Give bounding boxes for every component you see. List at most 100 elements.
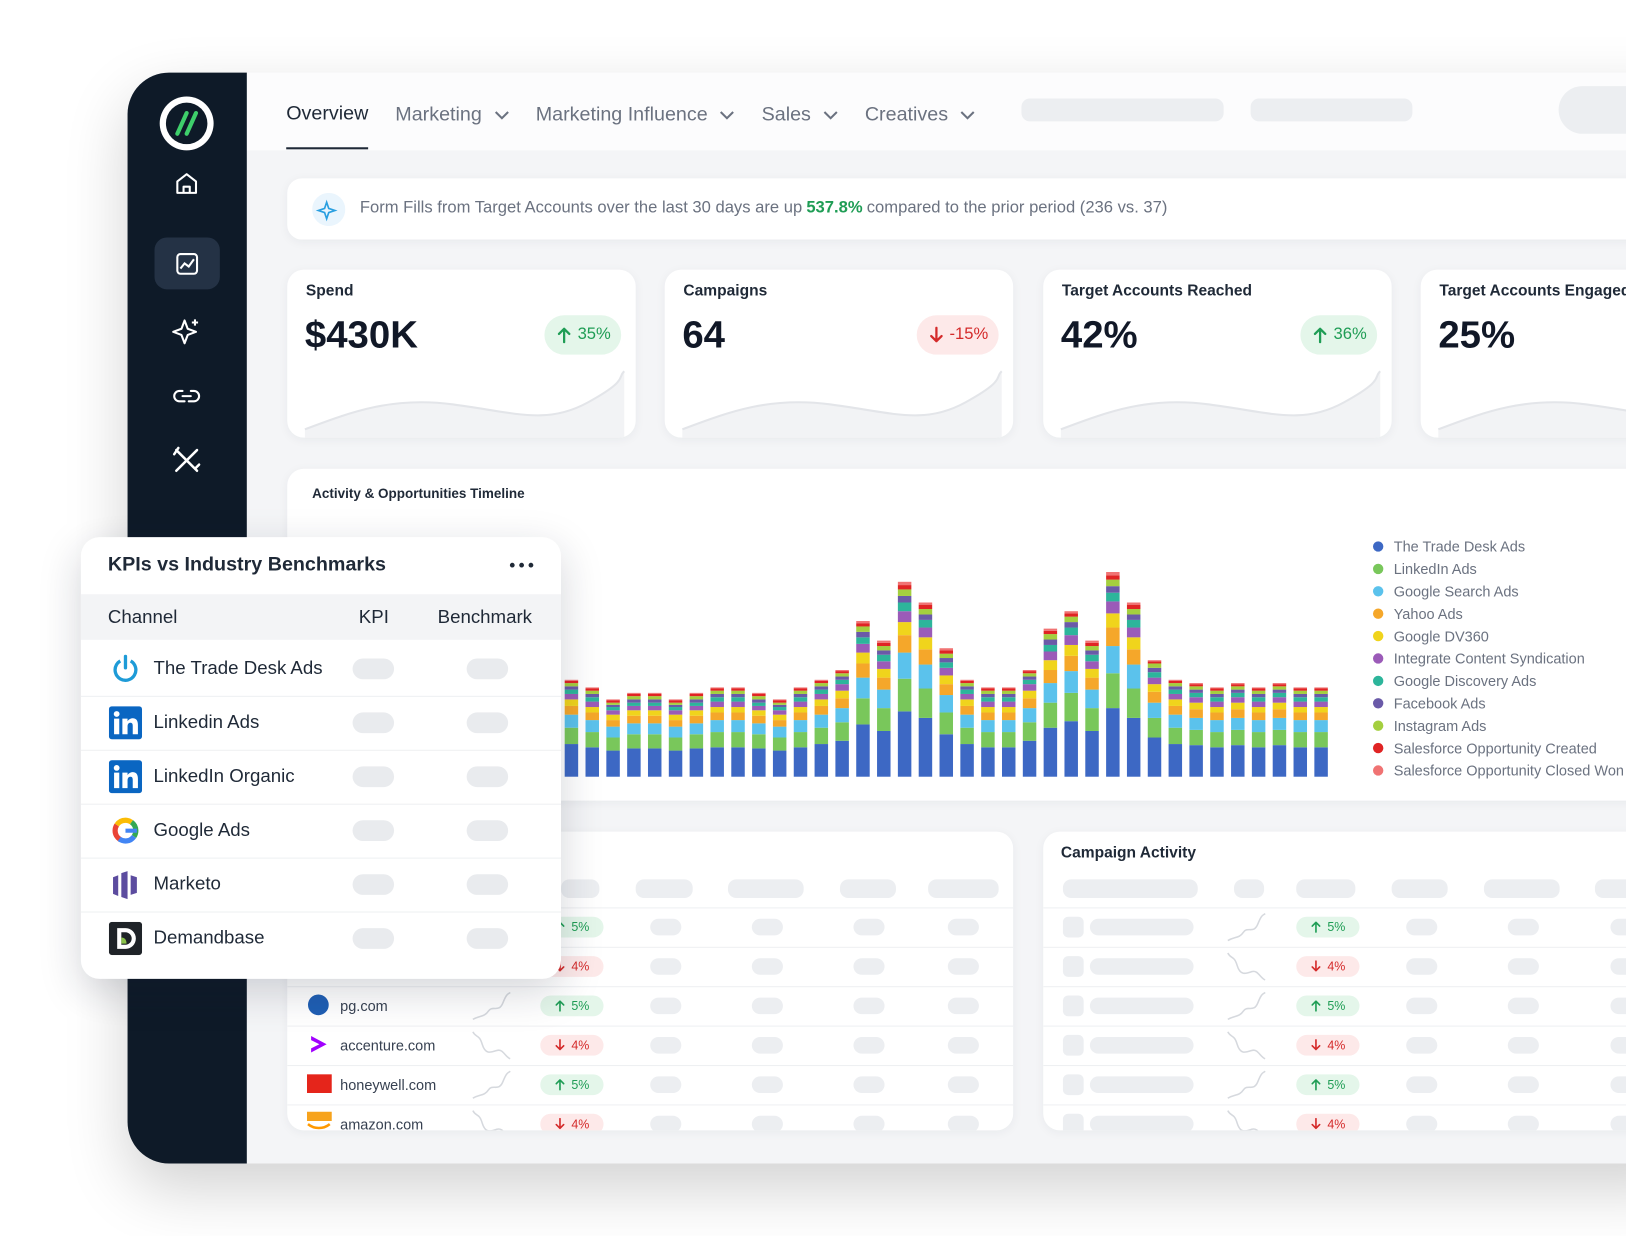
change-badge: 5% [1296, 1074, 1360, 1096]
bar-segment [731, 688, 745, 691]
bar-segment [627, 705, 641, 711]
nav-tab[interactable]: Marketing [395, 95, 509, 149]
bar-segment [772, 699, 787, 701]
row-separator [1043, 1104, 1626, 1106]
header-placeholder [839, 879, 896, 899]
benchmark-placeholder [466, 658, 509, 680]
legend-swatch [1372, 541, 1384, 552]
row-sparkline [472, 991, 511, 1021]
bar-segment [1126, 609, 1141, 615]
cell-placeholder [947, 918, 979, 936]
bar-segment [835, 708, 849, 723]
cell-placeholder [1610, 1076, 1626, 1093]
bar-segment [1314, 693, 1328, 698]
bar-segment [877, 661, 891, 669]
row-sparkline [472, 1031, 511, 1060]
cell-placeholder [1507, 1115, 1539, 1131]
bar-segment [1147, 677, 1162, 685]
logo-part [121, 871, 128, 900]
bar-segment [772, 702, 787, 705]
bar-segment [1251, 712, 1266, 721]
legend-label: Google Search Ads [1394, 584, 1519, 600]
bar-segment [1272, 686, 1287, 690]
bar-segment [564, 683, 579, 687]
bar-segment [877, 654, 891, 662]
change-badge: 5% [540, 995, 604, 1017]
bar-segment [647, 693, 662, 697]
row-sparkline [1227, 913, 1266, 942]
nav-button[interactable] [1558, 86, 1626, 134]
bar-segment [939, 712, 954, 735]
bar-segment [835, 679, 849, 685]
trend-arrow [1311, 1079, 1321, 1091]
bar-segment [1189, 729, 1203, 746]
nav-tab[interactable]: Overview [286, 95, 369, 150]
cell-placeholder [1610, 1037, 1626, 1054]
change-badge: 5% [1296, 916, 1360, 938]
logo-part [112, 817, 139, 844]
bar-segment [897, 595, 912, 603]
bar-segment [1293, 712, 1308, 721]
bar-segment [647, 723, 662, 735]
bar-segment [877, 650, 891, 655]
bar-segment [1001, 707, 1016, 713]
bar-segment [585, 693, 599, 698]
sparkline [1437, 401, 1626, 438]
change-badge: 4% [540, 1113, 604, 1131]
bar-segment [564, 727, 579, 745]
bar-segment [1043, 644, 1058, 652]
legend-swatch [1372, 765, 1384, 776]
bar-segment [1314, 687, 1328, 689]
logo-part [121, 937, 127, 944]
nav-tab[interactable]: Sales [762, 95, 838, 149]
header-placeholder [1594, 879, 1626, 899]
domain-name: honeywell.com [340, 1076, 437, 1093]
cell-placeholder [1610, 1115, 1626, 1131]
legend-label: Instagram Ads [1394, 719, 1487, 735]
cell-placeholder [1507, 918, 1539, 936]
channel-name: Demandbase [153, 927, 265, 948]
cell-placeholder [751, 1115, 783, 1131]
bar-segment [1147, 661, 1162, 664]
row-sparkline-line [472, 991, 511, 1021]
bar-segment [1210, 707, 1224, 713]
bar-segment [1251, 693, 1266, 698]
bar-segment [772, 700, 787, 703]
bar-segment [689, 723, 704, 735]
bar-segment [585, 707, 599, 713]
bar-segment [1043, 634, 1058, 640]
more-menu[interactable] [508, 561, 535, 569]
bar-segment [710, 712, 724, 721]
bar-segment [1022, 722, 1037, 741]
channel-logo [113, 654, 138, 682]
row-separator [80, 695, 562, 697]
benchmark-placeholder [466, 874, 509, 895]
nav-tab-label: Creatives [864, 103, 949, 126]
logo-part [108, 921, 143, 956]
bar-segment [1043, 702, 1058, 728]
bar-segment [668, 699, 683, 701]
bar-segment [668, 737, 683, 751]
bar-segment [689, 748, 704, 777]
bar-segment [752, 693, 766, 697]
header-placeholder [1062, 879, 1198, 899]
bar-segment [1251, 687, 1266, 689]
row-separator [287, 1104, 1014, 1106]
cell-placeholder [650, 1115, 682, 1131]
bar-segment [668, 704, 683, 708]
bar-segment [1022, 676, 1037, 680]
bar-segment [731, 712, 745, 721]
kpi-label: Spend [305, 282, 354, 300]
legend-label: Salesforce Opportunity Created [1394, 741, 1597, 757]
bar-segment [772, 720, 787, 727]
bar-segment [1043, 639, 1058, 645]
legend-label: Yahoo Ads [1394, 607, 1463, 623]
header-placeholder [1234, 879, 1265, 899]
bar-segment [918, 619, 933, 628]
nav-tab[interactable]: Creatives [865, 95, 975, 149]
bar-segment [856, 663, 870, 678]
cell-placeholder [1610, 918, 1626, 936]
nav-tab[interactable]: Marketing Influence [536, 95, 735, 149]
bar-segment [918, 664, 933, 689]
bar-segment [877, 677, 891, 690]
